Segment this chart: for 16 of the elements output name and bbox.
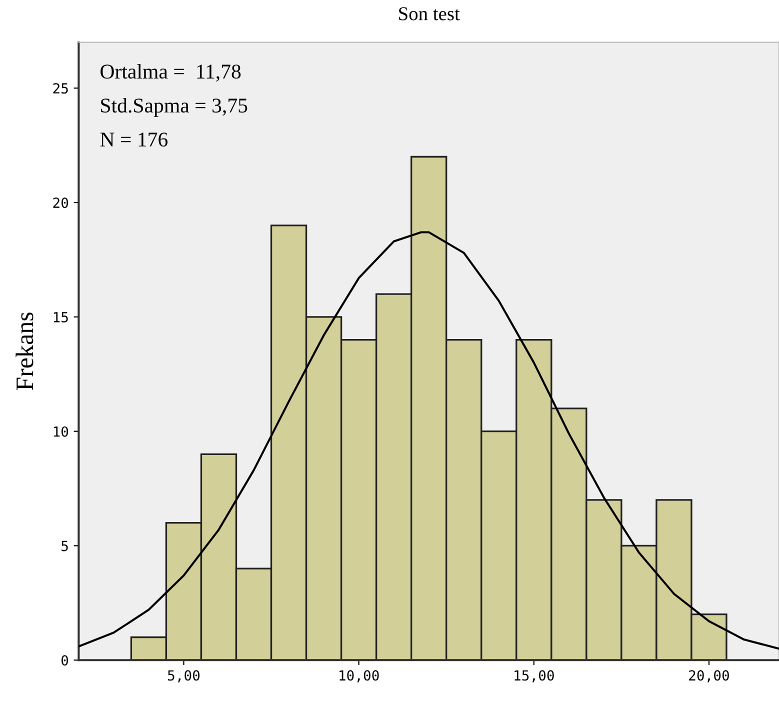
y-tick-label: 25 bbox=[53, 83, 68, 94]
y-tick-label: 5 bbox=[62, 540, 68, 552]
annotation: Std.Sapma = 3,75 bbox=[101, 98, 248, 117]
x-tick-label: 10,00 bbox=[340, 670, 379, 682]
y-tick-label: 15 bbox=[54, 312, 68, 322]
y-tick-label: 10 bbox=[54, 426, 68, 437]
line-series bbox=[78, 231, 779, 650]
chart-title: Son test bbox=[399, 7, 460, 20]
y-tick-label: 20 bbox=[53, 198, 68, 208]
y-tick-label: 0 bbox=[62, 655, 68, 666]
annotation: N = 176 bbox=[100, 132, 168, 147]
y-axis-title: Frekans bbox=[16, 312, 34, 390]
x-tick-label: 15,00 bbox=[514, 670, 554, 682]
x-tick-label: 5,00 bbox=[168, 670, 200, 682]
annotation: Ortalma = 11,78 bbox=[100, 64, 241, 82]
x-tick-label: 20,00 bbox=[689, 670, 729, 682]
